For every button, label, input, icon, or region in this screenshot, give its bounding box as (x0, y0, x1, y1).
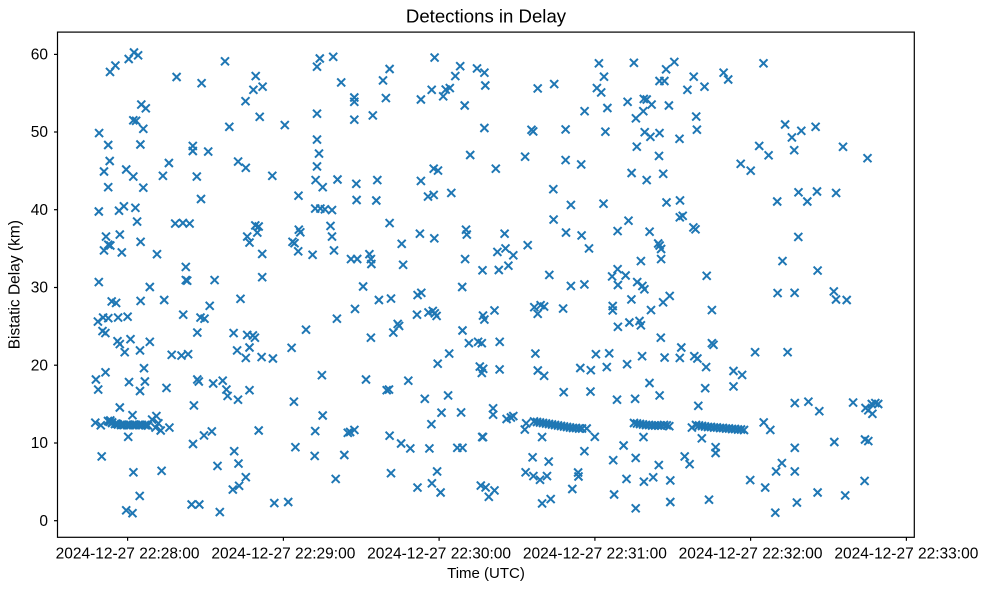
svg-text:2024-12-27 22:29:00: 2024-12-27 22:29:00 (211, 546, 355, 563)
svg-text:60: 60 (31, 47, 49, 64)
svg-text:2024-12-27 22:28:00: 2024-12-27 22:28:00 (56, 546, 200, 563)
svg-text:20: 20 (31, 357, 49, 374)
svg-text:0: 0 (39, 513, 48, 530)
svg-text:40: 40 (31, 202, 49, 219)
svg-text:50: 50 (31, 124, 49, 141)
svg-text:Time (UTC): Time (UTC) (447, 565, 525, 582)
svg-text:10: 10 (31, 435, 49, 452)
svg-text:Bistatic Delay (km): Bistatic Delay (km) (7, 220, 24, 349)
svg-text:2024-12-27 22:30:00: 2024-12-27 22:30:00 (367, 546, 511, 563)
svg-text:30: 30 (31, 280, 49, 297)
svg-text:2024-12-27 22:33:00: 2024-12-27 22:33:00 (834, 546, 978, 563)
svg-text:Detections in Delay: Detections in Delay (406, 6, 567, 27)
svg-text:2024-12-27 22:32:00: 2024-12-27 22:32:00 (679, 546, 823, 563)
svg-text:2024-12-27 22:31:00: 2024-12-27 22:31:00 (523, 546, 667, 563)
